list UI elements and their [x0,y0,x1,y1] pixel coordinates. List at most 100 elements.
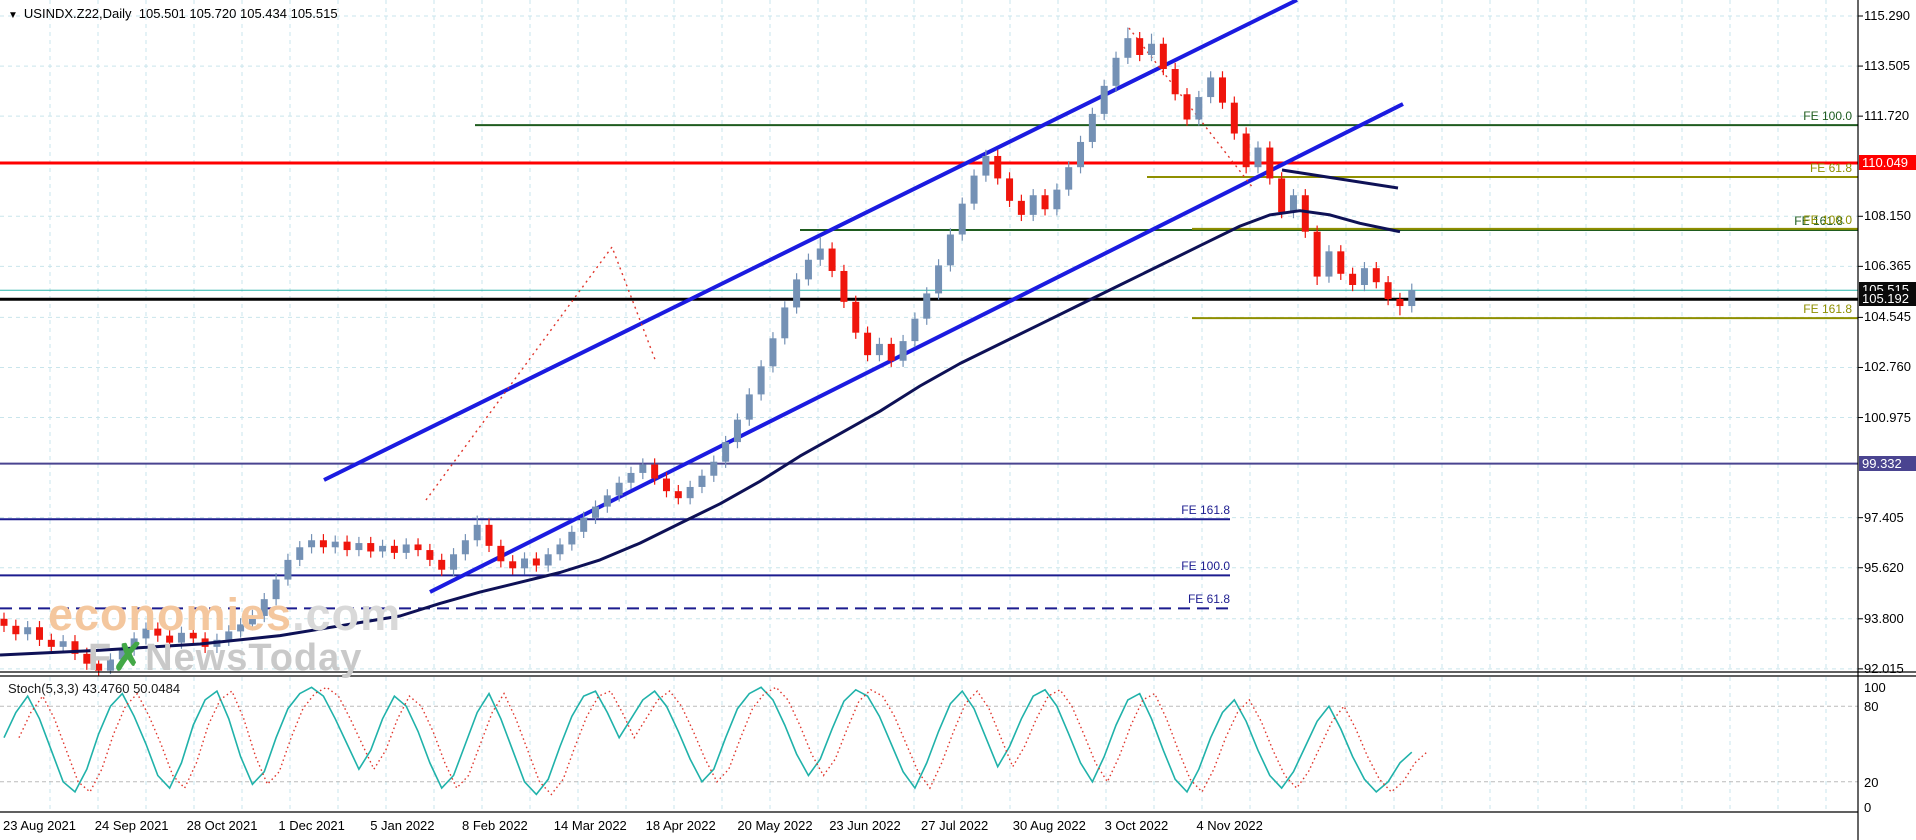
candle-body [875,343,883,356]
candle-body [473,524,481,541]
candle-body [887,343,895,361]
candle-body [1313,231,1321,277]
candle-body [698,475,706,487]
price-tick-label: 104.545 [1864,309,1911,325]
date-label: 23 Aug 2021 [3,818,77,833]
price-tick-label: 92.015 [1864,660,1904,676]
candle-body [864,332,872,356]
price-tick-label: 108.150 [1864,208,1911,224]
candle-body [651,464,659,479]
candle-body [1242,133,1250,168]
date-label: 24 Sep 2021 [94,818,169,833]
fib-dotted-guide-0 [425,245,657,501]
candle-body [189,632,197,639]
symbol-title: USINDX.Z22,Daily [23,6,132,21]
candle-body [12,625,20,635]
candle-body [485,524,493,546]
candle-body [379,545,387,552]
fib-level-label: FE 100.0 [1803,109,1852,124]
candle-body [757,366,765,395]
candle-body [130,638,138,650]
price-badge-110.049: 110.049 [1859,155,1916,170]
stoch-d-value: 50.0484 [133,681,181,696]
candle-body [946,234,954,266]
candle-body [1207,77,1215,98]
candle-body [319,540,327,548]
candle-body [1148,43,1156,55]
candle-body [1088,113,1096,142]
candle-body [308,540,316,548]
candle-body [166,635,174,643]
stoch-axis-label: 0 [1864,800,1872,815]
candle-body [1065,167,1073,190]
price-tick-label: 111.720 [1864,108,1910,124]
candle-body [1337,251,1345,274]
candle-body [674,491,682,499]
candle-body [1195,97,1203,120]
candle-body [1171,69,1179,95]
candle-body [343,541,351,551]
date-label: 20 May 2022 [737,818,813,833]
candle-body [0,618,8,626]
candle-body [24,627,32,635]
date-label: 3 Oct 2022 [1104,818,1169,833]
candle-body [1029,195,1037,215]
candle-body [686,486,694,499]
candle-body [1041,195,1049,210]
candle-body [1266,147,1274,179]
candle-body [414,544,422,551]
candle-body [639,464,647,473]
candle-body [733,419,741,443]
candle-body [71,641,79,654]
candle-body [154,628,162,636]
candle-body [544,554,552,566]
candle-body [355,543,363,551]
candle-body [627,472,635,483]
candle-body [1124,38,1132,58]
symbol-dropdown-icon[interactable]: ▼ [8,10,18,21]
candle-body [1254,147,1262,168]
candle-body [438,559,446,570]
fib-level-label: FE 161.8 [1803,302,1852,317]
fib-level-label: FE 100.0 [1803,212,1852,227]
candle-body [1349,273,1357,285]
candle-body [331,541,339,548]
fib-dotted-guide-1 [1128,27,1254,189]
date-label: 23 Jun 2022 [829,818,901,833]
candle-body [556,544,564,555]
candle-body [994,155,1002,179]
chart-title: ▼ USINDX.Z22,Daily 105.501 105.720 105.43… [8,6,338,21]
candle-body [402,544,410,553]
candle-body [1408,290,1416,307]
candle-body [1384,282,1392,300]
candle-body [615,482,623,496]
candle-body [804,259,812,280]
candle-body [1183,94,1191,120]
fib-level-label: FE 61.8 [1809,161,1852,175]
candle-body [1159,43,1167,70]
candle-body [816,248,824,260]
stoch-axis-label: 100 [1864,680,1886,695]
candle-body [106,659,114,671]
price-tick-label: 106.365 [1864,258,1911,274]
candle-body [1301,195,1309,232]
candle-body [1360,268,1368,285]
date-label: 28 Oct 2021 [186,818,258,833]
stochastic-indicator-label: Stoch(5,3,3) 43.4760 50.0484 [8,681,181,696]
candles-layer [0,27,1416,676]
candle-body [970,175,978,204]
price-tick-label: 115.290 [1864,8,1911,23]
date-label: 4 Nov 2022 [1196,818,1263,833]
date-label: 1 Dec 2021 [278,818,345,833]
candle-body [118,649,126,660]
candle-body [83,653,91,664]
price-tick-label: 113.505 [1864,58,1911,74]
moving-average-line [0,209,1401,657]
candle-body [568,531,576,545]
stoch-d-line [18,686,1428,796]
candle-body [1218,77,1226,103]
candle-body [1136,38,1144,55]
candle-body [35,627,43,640]
